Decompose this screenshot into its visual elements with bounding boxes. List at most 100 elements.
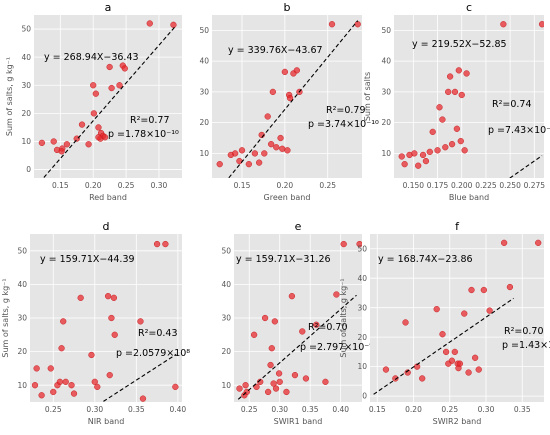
data-point — [268, 345, 275, 352]
data-point — [442, 348, 450, 356]
x-tick-label: 0.15 — [234, 181, 251, 190]
data-point — [535, 239, 542, 246]
x-tick-label: 0.35 — [128, 405, 145, 414]
y-tick-label: 10 — [357, 362, 367, 371]
x-tick-label: 0.35 — [514, 405, 531, 414]
data-point — [480, 286, 487, 294]
data-point — [251, 150, 259, 157]
data-point — [429, 128, 436, 136]
data-point — [242, 382, 249, 389]
data-point — [273, 144, 280, 151]
y-tick-label: 40 — [17, 280, 27, 289]
panel-title: d — [103, 220, 110, 233]
y-tick-label: 20 — [199, 118, 209, 127]
data-point — [275, 370, 283, 377]
data-point — [419, 151, 427, 159]
y-axis-label: Sum of salts, g kg⁻¹ — [5, 57, 14, 136]
x-tick-label: 0.25 — [441, 405, 458, 414]
data-point — [422, 157, 430, 165]
y-tick-label: 50 — [357, 244, 367, 253]
data-point — [255, 159, 263, 166]
x-axis-label: Red band — [89, 193, 127, 202]
data-point — [95, 124, 102, 131]
data-point — [415, 162, 422, 169]
y-tick-label: 20 — [21, 109, 31, 118]
data-point — [60, 318, 67, 325]
data-point — [392, 375, 399, 382]
data-point — [458, 91, 465, 99]
chart-panel-b: 0.15 0.20 0.25 10 20 30 40 50 y = 339.76X−43.67 R… — [199, 1, 379, 202]
x-tick-label: 0.15 — [369, 405, 386, 414]
chart-panel-d: 0.25 0.30 0.35 0.40 10 20 30 40 50 y = 159.71X−44… — [1, 220, 190, 426]
y-tick-label: 30 — [17, 314, 27, 323]
data-point — [288, 293, 296, 300]
x-axis-label: Green band — [264, 193, 311, 202]
panel-title: b — [284, 1, 291, 14]
data-point — [85, 141, 92, 148]
data-point — [451, 88, 459, 96]
data-point — [436, 104, 443, 111]
data-point — [277, 134, 284, 142]
data-point — [153, 240, 161, 248]
data-point — [398, 153, 405, 160]
x-tick-label: 0.25 — [45, 405, 62, 414]
p-value-label: p =3.74×10⁻¹⁰ — [308, 119, 379, 130]
data-point — [261, 150, 268, 157]
data-point — [354, 21, 361, 28]
regression-line — [101, 353, 177, 402]
data-point — [446, 73, 454, 80]
x-axis-label: SWIR2 band — [433, 417, 482, 426]
x-tick-label: 0.25 — [319, 181, 336, 190]
data-point — [486, 307, 493, 314]
data-point — [313, 321, 320, 328]
x-tick-label: 0.35 — [302, 405, 319, 414]
y-tick-label: 40 — [221, 280, 231, 289]
y-tick-label: 40 — [381, 57, 391, 66]
data-point — [284, 147, 291, 154]
data-point — [328, 21, 336, 28]
data-point — [272, 385, 280, 392]
y-tick-label: 20 — [357, 333, 367, 342]
regression-line — [237, 294, 357, 400]
data-point — [267, 361, 274, 369]
x-tick-label: 0.30 — [478, 405, 495, 414]
data-point — [442, 144, 449, 151]
x-tick-label: 0.150 — [403, 181, 425, 190]
equation-label: y = 159.71X−31.26 — [236, 254, 331, 265]
data-point — [340, 240, 347, 248]
x-tick-label: 0.15 — [52, 181, 69, 190]
data-point — [88, 351, 95, 359]
data-point — [139, 395, 147, 402]
data-point — [461, 147, 468, 154]
data-point — [63, 141, 71, 148]
chart-panel-a: 0.15 0.20 0.25 0.30 0 10 20 30 40 50 y = 268.94X−3… — [5, 1, 182, 202]
data-point — [121, 65, 128, 72]
data-point — [253, 383, 260, 391]
x-tick-label: 0.40 — [332, 405, 349, 414]
panel-title: f — [455, 220, 460, 233]
y-tick-label: 30 — [21, 81, 31, 90]
data-point — [401, 161, 408, 168]
data-point — [231, 150, 239, 157]
data-point — [77, 294, 84, 301]
y-tick-label: 50 — [21, 25, 31, 34]
data-point — [291, 371, 299, 379]
regression-line — [227, 20, 359, 178]
x-tick-label: 0.20 — [405, 405, 422, 414]
data-point — [108, 314, 115, 322]
data-point — [236, 157, 243, 165]
data-point — [434, 147, 441, 154]
data-point — [95, 134, 102, 141]
x-axis-label: Blue band — [449, 193, 489, 202]
data-point — [137, 318, 144, 325]
plot-area — [394, 15, 544, 178]
data-point — [90, 82, 97, 89]
x-tick-label: 0.20 — [85, 181, 102, 190]
data-point — [471, 354, 479, 361]
data-point — [108, 84, 115, 92]
x-tick-label: 0.250 — [499, 181, 521, 190]
data-point — [402, 319, 409, 326]
data-point — [257, 378, 264, 385]
y-tick-label: 10 — [199, 149, 209, 158]
